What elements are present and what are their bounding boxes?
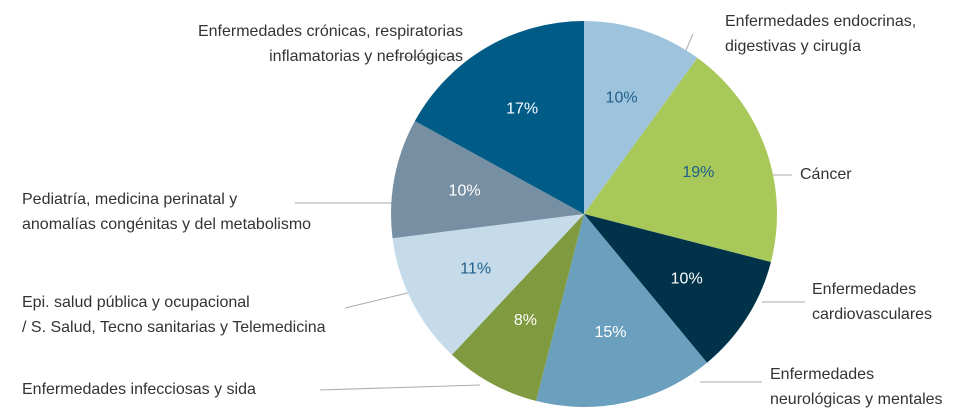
category-label: Cáncer [800, 166, 852, 183]
value-label: 8% [514, 312, 537, 329]
category-label: inflamatorias y nefrológicas [269, 48, 463, 65]
value-label: 10% [671, 270, 703, 287]
category-label: / S. Salud, Tecno sanitarias y Telemedic… [22, 319, 326, 336]
pie-slice [584, 214, 771, 363]
category-label: Enfermedades crónicas, respiratorias [198, 23, 463, 40]
pie-slice [584, 57, 777, 262]
category-label: digestivas y cirugía [725, 38, 861, 55]
pie-slice [536, 214, 708, 407]
value-label: 10% [449, 182, 481, 199]
leader-line [344, 289, 421, 309]
category-label: neurológicas y mentales [770, 391, 943, 408]
value-label: 11% [460, 260, 491, 277]
leader-line [319, 384, 481, 391]
value-label: 15% [595, 324, 627, 341]
pie-slice [391, 121, 584, 239]
value-label: 19% [682, 164, 714, 181]
category-label: Epi. salud pública y ocupacional [22, 294, 250, 311]
category-label: Enfermedades endocrinas, [725, 13, 916, 30]
category-label: Enfermedades infecciosas y sida [22, 381, 256, 398]
category-label: Enfermedades [770, 366, 874, 383]
pie-slice [451, 214, 584, 401]
pie-slice [392, 214, 584, 355]
value-label: 10% [606, 90, 638, 107]
pie-slice [414, 21, 584, 214]
category-label: cardiovasculares [812, 306, 932, 323]
category-label: Enfermedades [812, 281, 916, 298]
pie-slice [584, 21, 698, 214]
value-label: 17% [506, 101, 538, 118]
category-label: Pediatría, medicina perinatal y [22, 191, 237, 208]
category-label: anomalías congénitas y del metabolismo [22, 216, 311, 233]
